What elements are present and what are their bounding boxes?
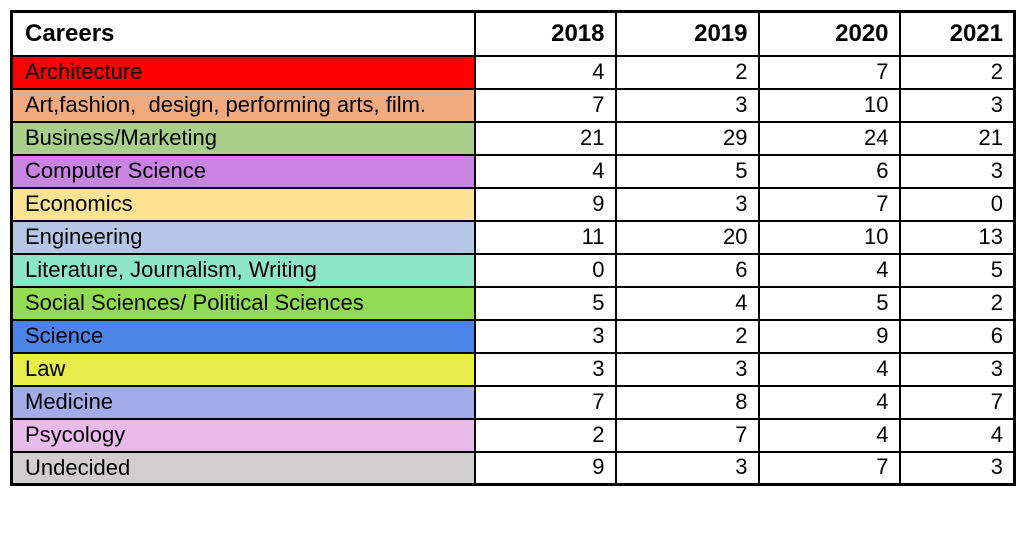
year-header-2020: 2020 bbox=[757, 10, 901, 57]
value-cell-2018: 3 bbox=[473, 318, 617, 354]
career-cell: Art,fashion, design, performing arts, fi… bbox=[10, 87, 476, 123]
value-cell-2020: 4 bbox=[757, 384, 901, 420]
value-cell-2020: 10 bbox=[757, 87, 901, 123]
value-cell-2019: 5 bbox=[614, 153, 760, 189]
value-cell-2020: 9 bbox=[757, 318, 901, 354]
value-cell-2019: 3 bbox=[614, 186, 760, 222]
value-cell-2018: 4 bbox=[473, 54, 617, 90]
career-cell: Law bbox=[10, 351, 476, 387]
career-cell: Psycology bbox=[10, 417, 476, 453]
value-cell-2018: 4 bbox=[473, 153, 617, 189]
career-cell: Social Sciences/ Political Sciences bbox=[10, 285, 476, 321]
value-cell-2021: 3 bbox=[898, 87, 1016, 123]
value-cell-2019: 3 bbox=[614, 450, 760, 486]
value-cell-2021: 5 bbox=[898, 252, 1016, 288]
year-header-2018: 2018 bbox=[473, 10, 617, 57]
value-cell-2019: 8 bbox=[614, 384, 760, 420]
value-cell-2020: 4 bbox=[757, 417, 901, 453]
value-cell-2018: 7 bbox=[473, 384, 617, 420]
table-row: Science 3 2 9 6 bbox=[10, 318, 1016, 354]
value-cell-2021: 4 bbox=[898, 417, 1016, 453]
career-cell: Computer Science bbox=[10, 153, 476, 189]
value-cell-2020: 7 bbox=[757, 54, 901, 90]
value-cell-2021: 2 bbox=[898, 285, 1016, 321]
table-row: Psycology 2 7 4 4 bbox=[10, 417, 1016, 453]
value-cell-2020: 24 bbox=[757, 120, 901, 156]
value-cell-2019: 7 bbox=[614, 417, 760, 453]
table-row: Law 3 3 4 3 bbox=[10, 351, 1016, 387]
career-cell: Business/Marketing bbox=[10, 120, 476, 156]
value-cell-2019: 3 bbox=[614, 351, 760, 387]
value-cell-2018: 0 bbox=[473, 252, 617, 288]
value-cell-2018: 7 bbox=[473, 87, 617, 123]
value-cell-2021: 6 bbox=[898, 318, 1016, 354]
value-cell-2021: 3 bbox=[898, 153, 1016, 189]
value-cell-2020: 4 bbox=[757, 252, 901, 288]
value-cell-2021: 3 bbox=[898, 351, 1016, 387]
value-cell-2018: 9 bbox=[473, 450, 617, 486]
value-cell-2021: 2 bbox=[898, 54, 1016, 90]
table-row: Literature, Journalism, Writing 0 6 4 5 bbox=[10, 252, 1016, 288]
value-cell-2020: 7 bbox=[757, 186, 901, 222]
career-cell: Science bbox=[10, 318, 476, 354]
table-row: Art,fashion, design, performing arts, fi… bbox=[10, 87, 1016, 123]
careers-table: Careers 2018 2019 2020 2021 Architecture… bbox=[10, 10, 1016, 486]
value-cell-2021: 0 bbox=[898, 186, 1016, 222]
table-row: Business/Marketing 21 29 24 21 bbox=[10, 120, 1016, 156]
value-cell-2019: 2 bbox=[614, 54, 760, 90]
careers-column-header: Careers bbox=[10, 10, 476, 57]
value-cell-2019: 2 bbox=[614, 318, 760, 354]
table-row: Medicine 7 8 4 7 bbox=[10, 384, 1016, 420]
career-cell: Engineering bbox=[10, 219, 476, 255]
career-cell: Medicine bbox=[10, 384, 476, 420]
value-cell-2018: 21 bbox=[473, 120, 617, 156]
header-row: Careers 2018 2019 2020 2021 bbox=[10, 10, 1016, 57]
table-body: Architecture 4 2 7 2 Art,fashion, design, per… bbox=[10, 54, 1016, 486]
value-cell-2019: 4 bbox=[614, 285, 760, 321]
table-row: Engineering 11 20 10 13 bbox=[10, 219, 1016, 255]
career-cell: Literature, Journalism, Writing bbox=[10, 252, 476, 288]
value-cell-2018: 5 bbox=[473, 285, 617, 321]
career-cell: Undecided bbox=[10, 450, 476, 486]
value-cell-2020: 6 bbox=[757, 153, 901, 189]
value-cell-2018: 11 bbox=[473, 219, 617, 255]
year-header-2021: 2021 bbox=[898, 10, 1016, 57]
table-row: Social Sciences/ Political Sciences 5 4 5 2 bbox=[10, 285, 1016, 321]
career-cell: Economics bbox=[10, 186, 476, 222]
value-cell-2021: 3 bbox=[898, 450, 1016, 486]
value-cell-2018: 2 bbox=[473, 417, 617, 453]
value-cell-2018: 3 bbox=[473, 351, 617, 387]
table-row: Computer Science 4 5 6 3 bbox=[10, 153, 1016, 189]
value-cell-2018: 9 bbox=[473, 186, 617, 222]
value-cell-2019: 20 bbox=[614, 219, 760, 255]
value-cell-2021: 13 bbox=[898, 219, 1016, 255]
value-cell-2021: 21 bbox=[898, 120, 1016, 156]
value-cell-2021: 7 bbox=[898, 384, 1016, 420]
value-cell-2020: 7 bbox=[757, 450, 901, 486]
year-header-2019: 2019 bbox=[614, 10, 760, 57]
value-cell-2019: 3 bbox=[614, 87, 760, 123]
value-cell-2019: 29 bbox=[614, 120, 760, 156]
value-cell-2019: 6 bbox=[614, 252, 760, 288]
value-cell-2020: 5 bbox=[757, 285, 901, 321]
table-row: Economics 9 3 7 0 bbox=[10, 186, 1016, 222]
value-cell-2020: 4 bbox=[757, 351, 901, 387]
table-row: Undecided 9 3 7 3 bbox=[10, 450, 1016, 486]
table-row: Architecture 4 2 7 2 bbox=[10, 54, 1016, 90]
value-cell-2020: 10 bbox=[757, 219, 901, 255]
career-cell: Architecture bbox=[10, 54, 476, 90]
